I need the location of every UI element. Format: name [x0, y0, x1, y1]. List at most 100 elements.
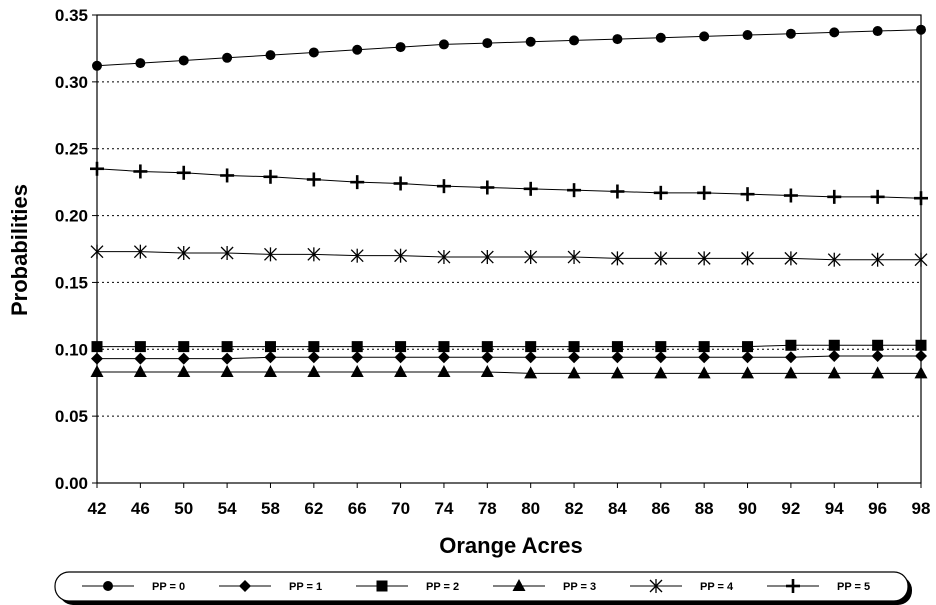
- data-point: [351, 351, 364, 364]
- data-point: [568, 351, 581, 364]
- legend-label: PP = 4: [700, 581, 734, 593]
- y-axis-title: Probabilities: [7, 184, 32, 316]
- data-point: [740, 187, 755, 202]
- data-point: [134, 341, 146, 353]
- legend-marker: [786, 579, 800, 593]
- data-point: [872, 26, 883, 37]
- data-point: [524, 366, 538, 379]
- data-point: [610, 251, 624, 266]
- data-point: [220, 246, 234, 261]
- data-point: [481, 351, 494, 364]
- legend-box: [54, 571, 909, 602]
- data-point: [828, 349, 841, 362]
- legend-label: PP = 0: [152, 581, 185, 593]
- y-tick-label: 0.30: [55, 73, 88, 92]
- x-tick-label: 96: [868, 499, 887, 518]
- data-point: [784, 251, 798, 266]
- data-point: [523, 181, 538, 196]
- data-point: [482, 38, 493, 49]
- legend-marker: [376, 580, 388, 592]
- data-point: [699, 31, 710, 42]
- data-point: [352, 44, 363, 55]
- data-point: [437, 351, 450, 364]
- data-point: [914, 366, 928, 379]
- series-3: [90, 365, 928, 379]
- legend-marker: [103, 581, 113, 591]
- data-point: [394, 248, 408, 263]
- data-point: [178, 55, 189, 66]
- data-point: [307, 351, 320, 364]
- y-tick-label: 0.35: [55, 6, 88, 25]
- data-point: [827, 366, 841, 379]
- data-point: [612, 34, 623, 45]
- data-point: [350, 365, 364, 378]
- data-point: [611, 341, 623, 353]
- data-point: [697, 251, 711, 266]
- data-point: [785, 339, 797, 351]
- y-tick-label: 0.10: [55, 340, 88, 359]
- data-point: [307, 365, 321, 378]
- x-tick-label: 66: [348, 499, 367, 518]
- data-point: [437, 365, 451, 378]
- data-point: [90, 161, 104, 176]
- legend-label: PP = 5: [837, 581, 870, 593]
- legend-item: PP = 3: [493, 579, 596, 593]
- data-point: [870, 189, 885, 204]
- y-tick-label: 0.00: [55, 474, 88, 493]
- y-tick-label: 0.05: [55, 407, 88, 426]
- data-point: [610, 184, 625, 199]
- data-point: [90, 365, 104, 378]
- data-point: [567, 366, 581, 379]
- data-point: [915, 349, 927, 362]
- grid-lines: [97, 14, 921, 417]
- legend-label: PP = 1: [289, 581, 322, 593]
- series-line: [97, 251, 921, 261]
- data-point: [914, 191, 928, 206]
- data-point: [264, 351, 277, 364]
- data-point: [265, 50, 276, 61]
- data-point: [916, 24, 926, 35]
- data-point: [395, 42, 406, 53]
- x-tick-labels: 42 46 50 54 58 62 66 70 74 78 80 82 84 86 88 90 92 94 96 98: [88, 499, 931, 518]
- data-point: [222, 52, 233, 63]
- data-point: [742, 341, 754, 353]
- series-5: [90, 161, 928, 206]
- data-point: [915, 339, 927, 351]
- legend-item: PP = 4: [630, 579, 734, 593]
- data-point: [133, 244, 147, 259]
- legend-item: PP = 0: [82, 581, 185, 593]
- data-point: [525, 36, 536, 47]
- data-point: [90, 244, 104, 259]
- legend: PP = 0 PP = 1 PP = 2 PP = 3 PP = 4 PP = 5: [54, 571, 912, 605]
- legend-item: PP = 1: [219, 580, 322, 593]
- y-tick-label: 0.25: [55, 140, 88, 159]
- data-point: [741, 366, 755, 379]
- data-point: [610, 366, 624, 379]
- data-point: [828, 339, 840, 351]
- data-point: [827, 252, 841, 267]
- data-point: [308, 47, 319, 58]
- data-point: [872, 339, 884, 351]
- y-tick-labels: 0.00 0.05 0.10 0.15 0.20 0.25 0.30 0.35: [55, 6, 88, 493]
- series-line: [97, 371, 921, 374]
- data-point: [438, 39, 449, 50]
- data-point: [92, 60, 102, 71]
- x-tick-label: 62: [304, 499, 323, 518]
- data-point: [221, 352, 234, 365]
- data-point: [654, 351, 667, 364]
- series-line: [97, 355, 921, 360]
- data-point: [827, 189, 842, 204]
- data-point: [133, 164, 148, 179]
- data-point: [176, 165, 191, 180]
- x-tick-label: 86: [651, 499, 670, 518]
- data-point: [742, 30, 753, 41]
- data-point: [437, 250, 451, 265]
- data-point: [91, 352, 103, 365]
- data-point: [394, 365, 408, 378]
- data-point: [395, 341, 407, 353]
- series-1: [91, 349, 927, 365]
- x-tick-label: 54: [218, 499, 237, 518]
- x-axis-title: Orange Acres: [439, 533, 582, 558]
- data-point: [784, 366, 798, 379]
- x-tick-label: 92: [781, 499, 800, 518]
